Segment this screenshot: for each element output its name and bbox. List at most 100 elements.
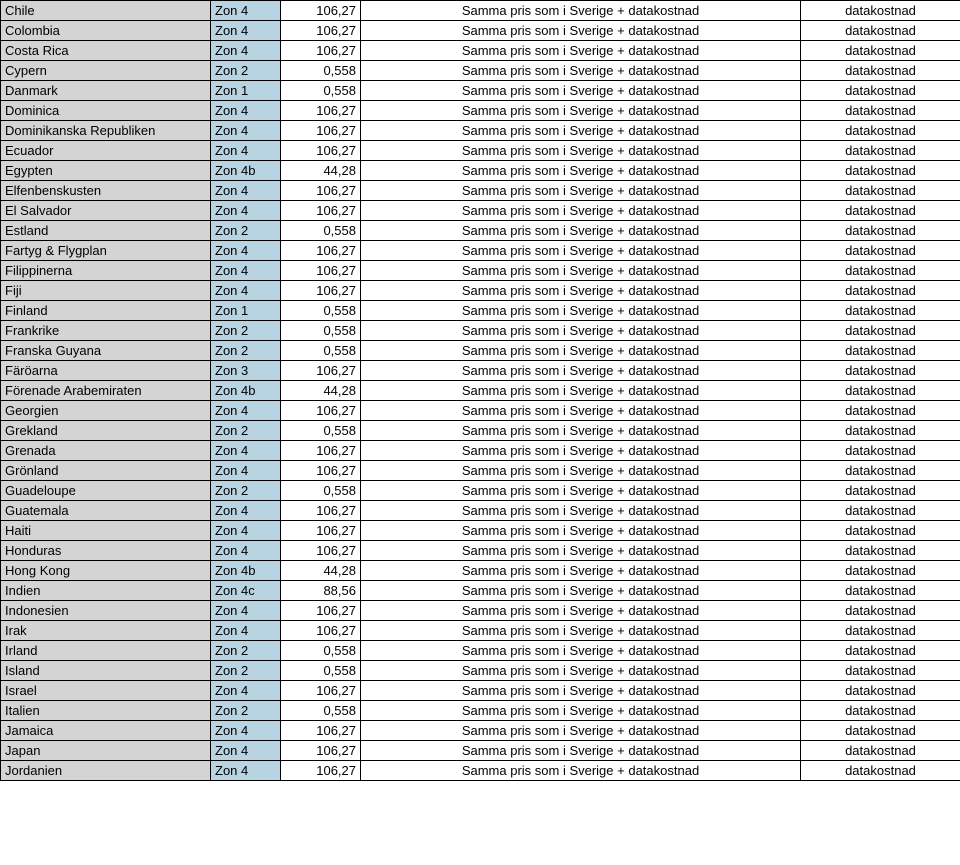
cell-col1: Zon 4 (211, 681, 281, 701)
cell-col2: 106,27 (281, 521, 361, 541)
table-row: DominicaZon 4106,27Samma pris som i Sver… (1, 101, 960, 121)
cell-col0: Dominica (1, 101, 211, 121)
cell-col2: 106,27 (281, 601, 361, 621)
cell-col2: 106,27 (281, 501, 361, 521)
cell-col3: Samma pris som i Sverige + datakostnad (361, 121, 801, 141)
cell-col4: datakostnad (801, 221, 960, 241)
table-row: Fartyg & FlygplanZon 4106,27Samma pris s… (1, 241, 960, 261)
cell-col0: Ecuador (1, 141, 211, 161)
cell-col2: 106,27 (281, 41, 361, 61)
cell-col0: Grekland (1, 421, 211, 441)
cell-col2: 88,56 (281, 581, 361, 601)
cell-col1: Zon 2 (211, 321, 281, 341)
cell-col3: Samma pris som i Sverige + datakostnad (361, 501, 801, 521)
cell-col3: Samma pris som i Sverige + datakostnad (361, 321, 801, 341)
cell-col2: 106,27 (281, 721, 361, 741)
cell-col3: Samma pris som i Sverige + datakostnad (361, 441, 801, 461)
cell-col0: Island (1, 661, 211, 681)
cell-col3: Samma pris som i Sverige + datakostnad (361, 421, 801, 441)
cell-col3: Samma pris som i Sverige + datakostnad (361, 681, 801, 701)
cell-col1: Zon 4 (211, 501, 281, 521)
cell-col4: datakostnad (801, 341, 960, 361)
cell-col0: Danmark (1, 81, 211, 101)
cell-col1: Zon 4 (211, 601, 281, 621)
table-row: FinlandZon 10,558Samma pris som i Sverig… (1, 301, 960, 321)
cell-col2: 0,558 (281, 81, 361, 101)
cell-col0: Franska Guyana (1, 341, 211, 361)
cell-col3: Samma pris som i Sverige + datakostnad (361, 581, 801, 601)
cell-col4: datakostnad (801, 361, 960, 381)
cell-col3: Samma pris som i Sverige + datakostnad (361, 361, 801, 381)
table-row: IrlandZon 20,558Samma pris som i Sverige… (1, 641, 960, 661)
table-row: Förenade ArabemiratenZon 4b44,28Samma pr… (1, 381, 960, 401)
cell-col4: datakostnad (801, 701, 960, 721)
table-row: ColombiaZon 4106,27Samma pris som i Sver… (1, 21, 960, 41)
table-row: EcuadorZon 4106,27Samma pris som i Sveri… (1, 141, 960, 161)
cell-col3: Samma pris som i Sverige + datakostnad (361, 101, 801, 121)
cell-col4: datakostnad (801, 501, 960, 521)
cell-col2: 106,27 (281, 741, 361, 761)
cell-col2: 44,28 (281, 161, 361, 181)
cell-col3: Samma pris som i Sverige + datakostnad (361, 161, 801, 181)
cell-col1: Zon 4 (211, 121, 281, 141)
cell-col4: datakostnad (801, 721, 960, 741)
cell-col3: Samma pris som i Sverige + datakostnad (361, 1, 801, 21)
table-row: El SalvadorZon 4106,27Samma pris som i S… (1, 201, 960, 221)
cell-col1: Zon 2 (211, 61, 281, 81)
cell-col3: Samma pris som i Sverige + datakostnad (361, 461, 801, 481)
cell-col3: Samma pris som i Sverige + datakostnad (361, 181, 801, 201)
table-row: FilippinernaZon 4106,27Samma pris som i … (1, 261, 960, 281)
cell-col1: Zon 4c (211, 581, 281, 601)
cell-col4: datakostnad (801, 441, 960, 461)
cell-col4: datakostnad (801, 141, 960, 161)
cell-col3: Samma pris som i Sverige + datakostnad (361, 341, 801, 361)
cell-col2: 106,27 (281, 461, 361, 481)
cell-col2: 106,27 (281, 361, 361, 381)
cell-col1: Zon 4b (211, 161, 281, 181)
table-row: Costa RicaZon 4106,27Samma pris som i Sv… (1, 41, 960, 61)
cell-col1: Zon 4 (211, 1, 281, 21)
cell-col4: datakostnad (801, 121, 960, 141)
table-row: IndienZon 4c88,56Samma pris som i Sverig… (1, 581, 960, 601)
cell-col4: datakostnad (801, 601, 960, 621)
cell-col1: Zon 4 (211, 721, 281, 741)
cell-col4: datakostnad (801, 761, 960, 781)
table-row: HaitiZon 4106,27Samma pris som i Sverige… (1, 521, 960, 541)
table-row: GuadeloupeZon 20,558Samma pris som i Sve… (1, 481, 960, 501)
table-row: ElfenbenskustenZon 4106,27Samma pris som… (1, 181, 960, 201)
cell-col4: datakostnad (801, 61, 960, 81)
cell-col4: datakostnad (801, 641, 960, 661)
cell-col4: datakostnad (801, 21, 960, 41)
table-row: IrakZon 4106,27Samma pris som i Sverige … (1, 621, 960, 641)
cell-col3: Samma pris som i Sverige + datakostnad (361, 261, 801, 281)
cell-col1: Zon 4 (211, 761, 281, 781)
cell-col0: Fiji (1, 281, 211, 301)
cell-col1: Zon 4 (211, 141, 281, 161)
cell-col2: 106,27 (281, 141, 361, 161)
cell-col0: Italien (1, 701, 211, 721)
table-row: EstlandZon 20,558Samma pris som i Sverig… (1, 221, 960, 241)
cell-col3: Samma pris som i Sverige + datakostnad (361, 521, 801, 541)
cell-col2: 106,27 (281, 181, 361, 201)
cell-col2: 44,28 (281, 561, 361, 581)
cell-col2: 0,558 (281, 61, 361, 81)
cell-col4: datakostnad (801, 741, 960, 761)
cell-col0: Indien (1, 581, 211, 601)
cell-col3: Samma pris som i Sverige + datakostnad (361, 601, 801, 621)
cell-col4: datakostnad (801, 1, 960, 21)
cell-col0: Costa Rica (1, 41, 211, 61)
table-row: JapanZon 4106,27Samma pris som i Sverige… (1, 741, 960, 761)
table-row: FrankrikeZon 20,558Samma pris som i Sver… (1, 321, 960, 341)
cell-col0: Georgien (1, 401, 211, 421)
cell-col1: Zon 4b (211, 561, 281, 581)
cell-col0: Estland (1, 221, 211, 241)
cell-col2: 0,558 (281, 301, 361, 321)
cell-col2: 106,27 (281, 441, 361, 461)
table-row: GeorgienZon 4106,27Samma pris som i Sver… (1, 401, 960, 421)
cell-col2: 0,558 (281, 421, 361, 441)
cell-col1: Zon 2 (211, 641, 281, 661)
table-row: GuatemalaZon 4106,27Samma pris som i Sve… (1, 501, 960, 521)
table-row: DanmarkZon 10,558Samma pris som i Sverig… (1, 81, 960, 101)
table-row: IsraelZon 4106,27Samma pris som i Sverig… (1, 681, 960, 701)
cell-col0: Chile (1, 1, 211, 21)
